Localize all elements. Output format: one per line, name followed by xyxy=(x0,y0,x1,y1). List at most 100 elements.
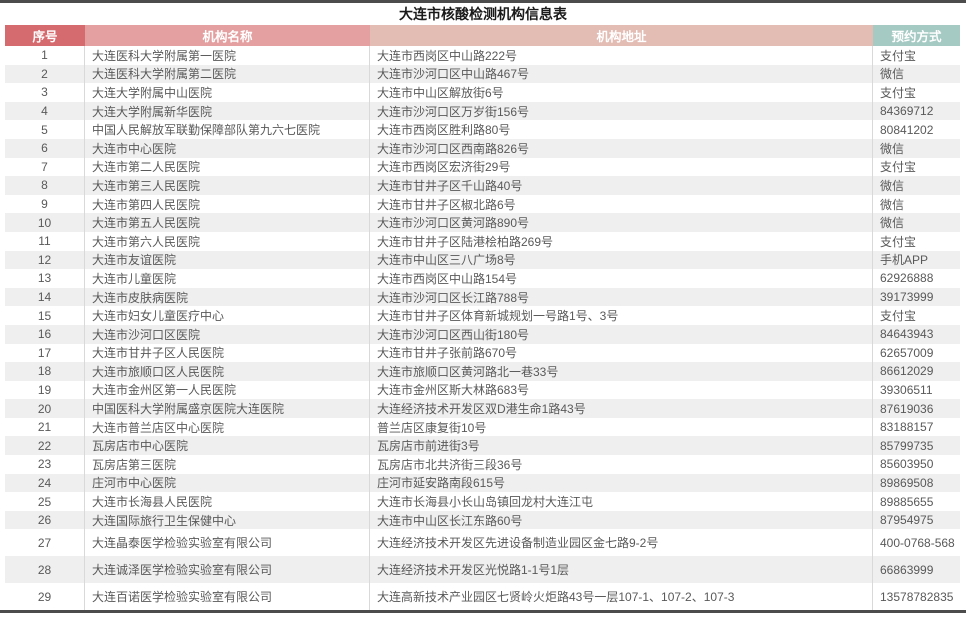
institution-name-cell: 大连市皮肤病医院 xyxy=(85,287,370,307)
institution-name-cell: 大连市第六人民医院 xyxy=(85,231,370,251)
table-row: 15 大连市妇女儿童医疗中心 大连市甘井子区体育新城规划一号路1号、3号 支付宝 xyxy=(5,306,960,325)
institution-address-cell: 大连市甘井子张前路670号 xyxy=(370,343,873,363)
table-row: 8 大连市第三人民医院 大连市甘井子区千山路40号 微信 xyxy=(5,176,960,195)
booking-method-cell: 89885655 xyxy=(880,494,934,509)
institution-address-cell: 大连市沙河口区西南路826号 xyxy=(370,138,873,158)
institution-address-cell: 瓦房店市北共济街三段36号 xyxy=(370,455,873,474)
institution-name-cell: 瓦房店第三医院 xyxy=(85,455,370,474)
institution-name-cell: 大连诚泽医学检验实验室有限公司 xyxy=(85,556,370,584)
row-number-cell: 15 xyxy=(5,306,85,325)
row-number-cell: 16 xyxy=(5,324,85,344)
institution-address-cell: 大连市甘井子区千山路40号 xyxy=(370,176,873,195)
institution-address-cell: 庄河市延安路南段615号 xyxy=(370,473,873,493)
table-row: 24 庄河市中心医院 庄河市延安路南段615号 89869508 xyxy=(5,473,960,493)
booking-method-cell: 手机APP xyxy=(880,253,929,268)
booking-method-cell: 87954975 xyxy=(880,513,934,528)
row-number-cell: 21 xyxy=(5,417,85,437)
institution-name-cell: 大连市甘井子区人民医院 xyxy=(85,343,370,363)
booking-method-cell: 84643943 xyxy=(880,327,934,342)
table-row: 16 大连市沙河口区医院 大连市沙河口区西山街180号 84643943 xyxy=(5,324,960,344)
institution-name-cell: 大连晶泰医学检验实验室有限公司 xyxy=(85,529,370,557)
table-row: 6 大连市中心医院 大连市沙河口区西南路826号 微信 xyxy=(5,138,960,158)
row-number-cell: 14 xyxy=(5,287,85,307)
row-number-cell: 2 xyxy=(5,64,85,84)
institution-address-cell: 大连市西岗区中山路222号 xyxy=(370,46,873,65)
institution-address-cell: 大连市中山区三八广场8号 xyxy=(370,250,873,270)
institution-name-cell: 大连市旅顺口区人民医院 xyxy=(85,362,370,381)
institution-address-cell: 大连市沙河口区长江路788号 xyxy=(370,287,873,307)
row-number-cell: 20 xyxy=(5,399,85,418)
institution-address-cell: 大连经济技术开发区光悦路1-1号1层 xyxy=(370,556,873,584)
page-title: 大连市核酸检测机构信息表 xyxy=(399,6,567,22)
booking-method-cell: 85603950 xyxy=(880,457,934,472)
row-number-cell: 12 xyxy=(5,250,85,270)
institution-name-cell: 大连市第二人民医院 xyxy=(85,157,370,177)
table-row: 5 中国人民解放军联勤保障部队第九六七医院 大连市西岗区胜利路80号 80841… xyxy=(5,120,960,139)
institution-name-cell: 大连市第五人民医院 xyxy=(85,213,370,232)
table-row: 4 大连大学附属新华医院 大连市沙河口区万岁街156号 84369712 xyxy=(5,101,960,121)
booking-method-cell: 13578782835 xyxy=(880,589,954,604)
table-row: 18 大连市旅顺口区人民医院 大连市旅顺口区黄河路北一巷33号 86612029 xyxy=(5,362,960,381)
booking-method-cell: 微信 xyxy=(880,197,905,212)
row-number-cell: 5 xyxy=(5,120,85,139)
table-row: 19 大连市金州区第一人民医院 大连市金州区斯大林路683号 39306511 xyxy=(5,380,960,400)
institution-name-cell: 大连医科大学附属第二医院 xyxy=(85,64,370,84)
table-row: 27 大连晶泰医学检验实验室有限公司 大连经济技术开发区先进设备制造业园区金七路… xyxy=(5,529,960,557)
booking-method-cell: 微信 xyxy=(880,67,905,82)
institution-name-cell: 大连市中心医院 xyxy=(85,138,370,158)
booking-method-cell: 62926888 xyxy=(880,271,934,286)
institution-address-cell: 大连市甘井子区椒北路6号 xyxy=(370,194,873,214)
row-number-cell: 9 xyxy=(5,194,85,214)
row-number-cell: 6 xyxy=(5,138,85,158)
institution-address-cell: 大连市西岗区中山路154号 xyxy=(370,269,873,288)
table-row: 10 大连市第五人民医院 大连市沙河口区黄河路890号 微信 xyxy=(5,213,960,232)
table-row: 12 大连市友谊医院 大连市中山区三八广场8号 手机APP xyxy=(5,250,960,270)
table-row: 20 中国医科大学附属盛京医院大连医院 大连经济技术开发区双D港生命1路43号 … xyxy=(5,399,960,418)
institution-name-cell: 大连市沙河口区医院 xyxy=(85,324,370,344)
table-row: 7 大连市第二人民医院 大连市西岗区宏济街29号 支付宝 xyxy=(5,157,960,177)
institution-address-cell: 大连高新技术产业园区七贤岭火炬路43号一层107-1、107-2、107-3 xyxy=(370,583,873,611)
booking-method-cell: 支付宝 xyxy=(880,85,917,100)
booking-method-cell: 支付宝 xyxy=(880,48,917,63)
booking-method-cell: 89869508 xyxy=(880,475,934,490)
institution-name-cell: 大连市金州区第一人民医院 xyxy=(85,380,370,400)
booking-method-cell: 83188157 xyxy=(880,420,934,435)
institution-address-cell: 大连市西岗区宏济街29号 xyxy=(370,157,873,177)
table-body: 1 大连医科大学附属第一医院 大连市西岗区中山路222号 支付宝 2 大连医科大… xyxy=(5,46,960,611)
institution-address-cell: 大连市甘井子区陆港桧柏路269号 xyxy=(370,231,873,251)
institution-address-cell: 普兰店区康复街10号 xyxy=(370,417,873,437)
row-number-cell: 19 xyxy=(5,380,85,400)
table-row: 22 瓦房店市中心医院 瓦房店市前进街3号 85799735 xyxy=(5,436,960,456)
booking-method-cell: 39306511 xyxy=(880,382,933,397)
booking-method-cell: 支付宝 xyxy=(880,309,917,324)
row-number-cell: 4 xyxy=(5,101,85,121)
row-number-cell: 18 xyxy=(5,362,85,381)
institution-name-cell: 大连市友谊医院 xyxy=(85,250,370,270)
institution-address-cell: 大连市长海县小长山岛镇回龙村大连江屯 xyxy=(370,492,873,511)
row-number-cell: 7 xyxy=(5,157,85,177)
row-number-cell: 1 xyxy=(5,46,85,65)
institution-name-cell: 大连大学附属中山医院 xyxy=(85,83,370,102)
institution-address-cell: 大连市旅顺口区黄河路北一巷33号 xyxy=(370,362,873,381)
booking-method-cell: 62657009 xyxy=(880,345,934,360)
table-row: 13 大连市儿童医院 大连市西岗区中山路154号 62926888 xyxy=(5,269,960,288)
institution-name-cell: 庄河市中心医院 xyxy=(85,473,370,493)
row-number-cell: 22 xyxy=(5,436,85,456)
booking-method-cell: 支付宝 xyxy=(880,160,917,175)
table-row: 2 大连医科大学附属第二医院 大连市沙河口区中山路467号 微信 xyxy=(5,64,960,84)
institution-name-cell: 大连市第四人民医院 xyxy=(85,194,370,214)
institution-address-cell: 大连市中山区解放街6号 xyxy=(370,83,873,102)
row-number-cell: 23 xyxy=(5,455,85,474)
booking-method-cell: 微信 xyxy=(880,216,905,231)
table-row: 1 大连医科大学附属第一医院 大连市西岗区中山路222号 支付宝 xyxy=(5,46,960,65)
booking-method-cell: 85799735 xyxy=(880,438,934,453)
institution-address-cell: 大连市沙河口区西山街180号 xyxy=(370,324,873,344)
institution-name-cell: 大连大学附属新华医院 xyxy=(85,101,370,121)
table-row: 29 大连百诺医学检验实验室有限公司 大连高新技术产业园区七贤岭火炬路43号一层… xyxy=(5,583,960,611)
institution-name-cell: 大连百诺医学检验实验室有限公司 xyxy=(85,583,370,611)
institution-name-cell: 大连市普兰店区中心医院 xyxy=(85,417,370,437)
booking-method-cell: 支付宝 xyxy=(880,234,917,249)
row-number-cell: 28 xyxy=(5,556,85,584)
bottom-border xyxy=(0,610,966,614)
